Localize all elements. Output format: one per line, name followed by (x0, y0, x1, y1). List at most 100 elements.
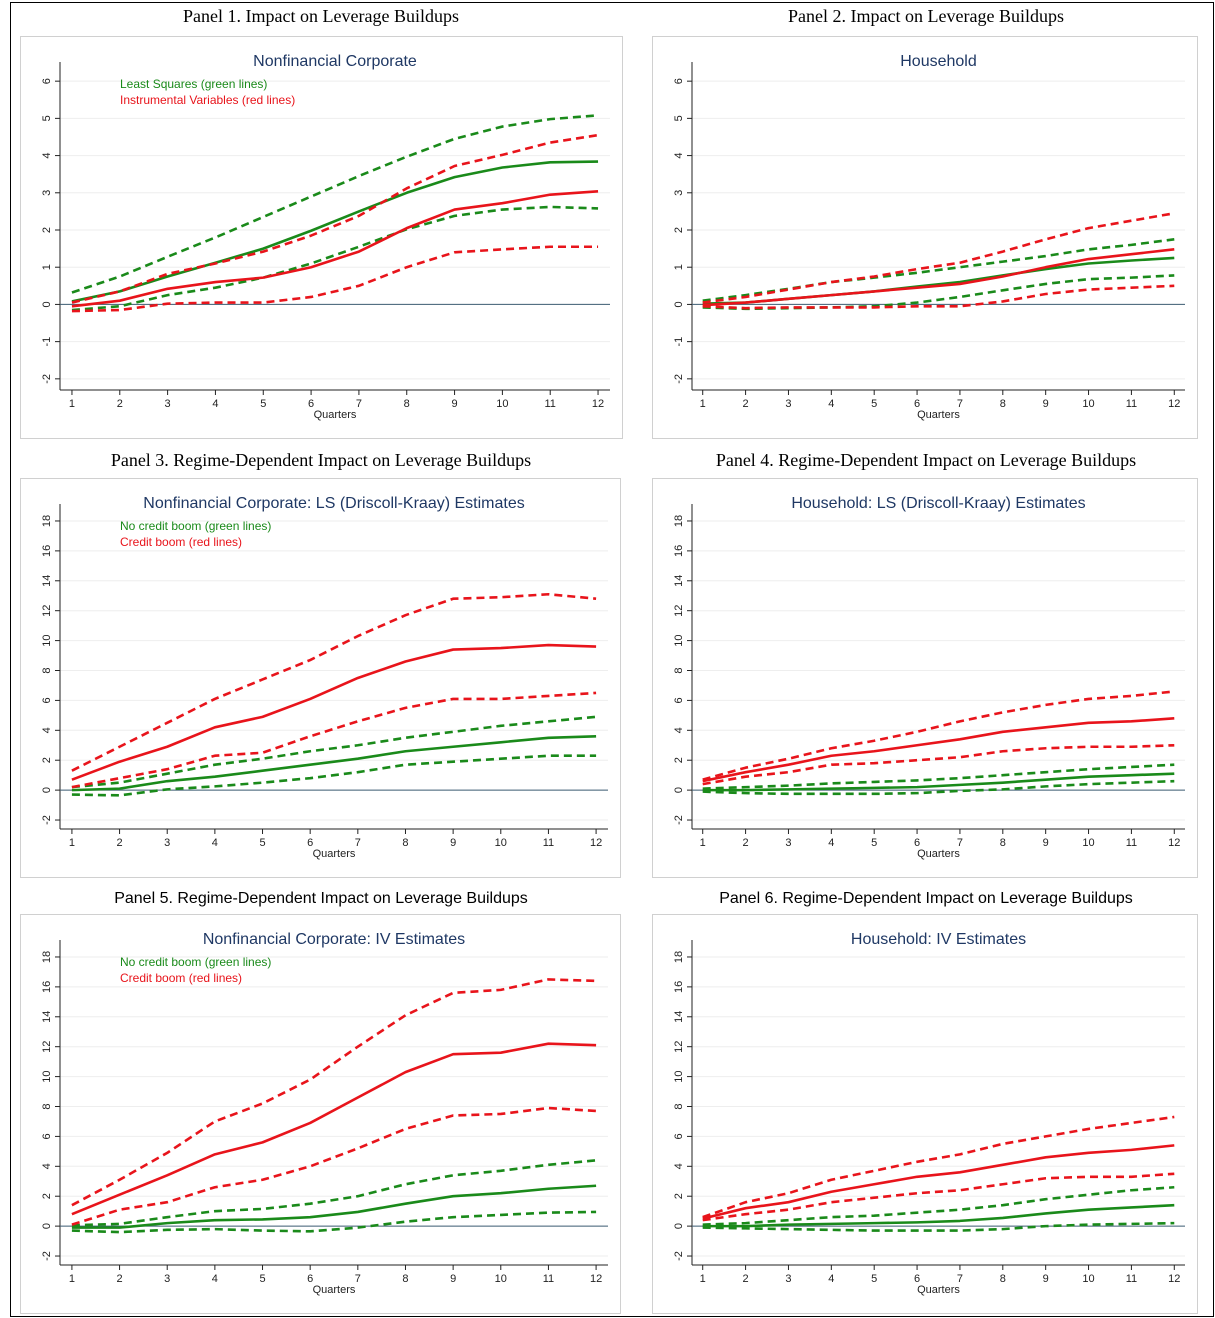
y-tick-label: 14 (41, 575, 53, 587)
x-tick-label: 10 (495, 1273, 507, 1285)
y-tick-label: -1 (41, 337, 53, 347)
chart-frame (652, 478, 1198, 878)
x-tick-label: 6 (914, 837, 920, 849)
series-line (71, 643, 597, 781)
series-line (702, 1185, 1175, 1226)
series-line (71, 734, 597, 792)
x-tick-label: 8 (1000, 837, 1006, 849)
series-line (71, 190, 599, 308)
x-tick-label: 12 (590, 837, 602, 849)
x-tick-label: 2 (743, 398, 749, 410)
series-line (71, 978, 597, 1207)
x-axis-label: Quarters (314, 409, 357, 421)
y-tick-label: 2 (41, 227, 53, 233)
y-tick-label: 0 (41, 1223, 53, 1229)
y-tick-label: 10 (673, 634, 685, 646)
y-tick-label: 4 (673, 727, 685, 733)
x-tick-label: 5 (259, 1273, 265, 1285)
x-tick-label: 10 (496, 398, 508, 410)
x-axis-label: Quarters (917, 1284, 960, 1296)
series-line (702, 1172, 1175, 1222)
x-tick-label: 4 (828, 1273, 834, 1285)
series-line (702, 248, 1175, 307)
y-tick-label: 4 (41, 153, 53, 159)
x-tick-label: 12 (1168, 398, 1180, 410)
x-tick-label: 6 (914, 1273, 920, 1285)
y-tick-label: 1 (41, 264, 53, 270)
x-tick-label: 7 (957, 398, 963, 410)
x-tick-label: 1 (700, 1273, 706, 1285)
y-tick-label: 3 (41, 190, 53, 196)
y-tick-label: 8 (673, 667, 685, 673)
x-tick-label: 9 (450, 837, 456, 849)
x-tick-label: 12 (592, 398, 604, 410)
x-tick-label: 2 (743, 1273, 749, 1285)
y-tick-label: 16 (41, 545, 53, 557)
x-tick-label: 5 (871, 1273, 877, 1285)
chart-title: Household (900, 53, 977, 70)
x-tick-label: 3 (164, 837, 170, 849)
x-tick-label: 7 (355, 837, 361, 849)
chart-frame (652, 914, 1198, 1314)
x-tick-label: 8 (402, 837, 408, 849)
x-tick-label: 6 (307, 837, 313, 849)
series-line (702, 779, 1175, 796)
y-tick-label: 12 (41, 1041, 53, 1053)
x-tick-label: 4 (828, 398, 834, 410)
x-tick-label: 4 (212, 837, 218, 849)
legend-entry: No credit boom (green lines) (120, 519, 271, 533)
x-tick-label: 7 (355, 1273, 361, 1285)
outer-border (10, 2, 1214, 1317)
y-tick-label: 2 (673, 1193, 685, 1199)
x-tick-label: 8 (404, 398, 410, 410)
x-tick-label: 4 (212, 1273, 218, 1285)
y-tick-label: 18 (41, 515, 53, 527)
panel-heading: Panel 4. Regime-Dependent Impact on Leve… (716, 450, 1136, 470)
series-line (702, 690, 1175, 781)
y-tick-label: 18 (673, 515, 685, 527)
y-tick-label: 2 (41, 1193, 53, 1199)
x-tick-label: 3 (785, 1273, 791, 1285)
x-axis-label: Quarters (917, 409, 960, 421)
x-tick-label: 3 (164, 1273, 170, 1285)
x-tick-label: 5 (259, 837, 265, 849)
y-tick-label: -2 (673, 1251, 685, 1261)
y-tick-label: 10 (673, 1070, 685, 1082)
series-line (702, 717, 1175, 783)
y-tick-label: 8 (673, 1103, 685, 1109)
x-axis-label: Quarters (313, 1284, 356, 1296)
series-line (71, 160, 599, 303)
y-tick-label: 3 (673, 190, 685, 196)
x-tick-label: 11 (1126, 837, 1137, 849)
y-tick-label: 0 (673, 787, 685, 793)
x-tick-label: 9 (1043, 837, 1049, 849)
x-tick-label: 5 (871, 837, 877, 849)
x-tick-label: 9 (452, 398, 458, 410)
x-axis-label: Quarters (917, 848, 960, 860)
x-tick-label: 7 (957, 837, 963, 849)
series-line (71, 1184, 597, 1229)
y-tick-label: 5 (41, 115, 53, 121)
x-tick-label: 1 (700, 837, 706, 849)
y-tick-label: -2 (673, 815, 685, 825)
x-tick-label: 3 (165, 398, 171, 410)
y-tick-label: 18 (41, 951, 53, 963)
y-tick-label: 4 (673, 1163, 685, 1169)
x-tick-label: 7 (356, 398, 362, 410)
series-line (71, 1042, 597, 1216)
series-line (71, 133, 599, 304)
x-tick-label: 6 (307, 1273, 313, 1285)
y-tick-label: 8 (41, 667, 53, 673)
x-tick-label: 12 (1168, 837, 1180, 849)
y-tick-label: 10 (41, 634, 53, 646)
series-line (71, 691, 597, 789)
x-tick-label: 8 (1000, 398, 1006, 410)
chart-title: Household: LS (Driscoll-Kraay) Estimates (791, 495, 1085, 512)
y-tick-label: 0 (41, 301, 53, 307)
series-line (702, 211, 1175, 304)
chart-frame (652, 36, 1198, 439)
x-tick-label: 9 (450, 1273, 456, 1285)
chart-title: Nonfinancial Corporate (253, 53, 417, 70)
x-tick-label: 6 (914, 398, 920, 410)
